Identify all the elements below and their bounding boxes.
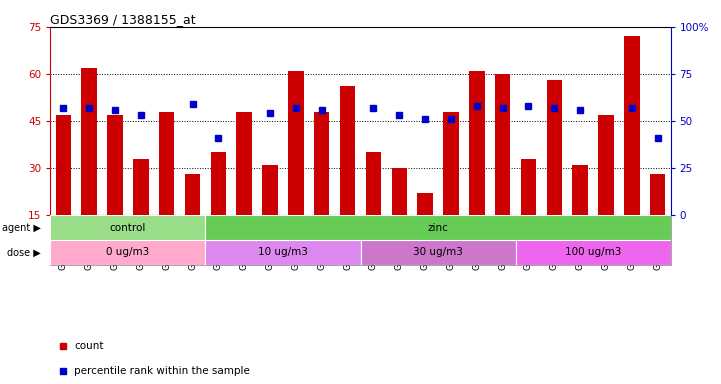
Bar bbox=[547, 80, 562, 215]
Bar bbox=[598, 115, 614, 215]
Bar bbox=[133, 159, 149, 215]
Bar bbox=[205, 240, 360, 265]
Bar bbox=[107, 115, 123, 215]
Text: zinc: zinc bbox=[428, 222, 448, 233]
Text: agent ▶: agent ▶ bbox=[2, 222, 41, 233]
Bar bbox=[56, 115, 71, 215]
Bar bbox=[236, 112, 252, 215]
Bar bbox=[360, 240, 516, 265]
Bar bbox=[516, 240, 671, 265]
Text: 0 ug/m3: 0 ug/m3 bbox=[107, 247, 149, 258]
Text: percentile rank within the sample: percentile rank within the sample bbox=[74, 366, 250, 376]
Bar bbox=[650, 174, 665, 215]
Bar bbox=[205, 215, 671, 240]
Bar bbox=[624, 36, 640, 215]
Bar bbox=[521, 159, 536, 215]
Bar bbox=[50, 240, 205, 265]
Text: GDS3369 / 1388155_at: GDS3369 / 1388155_at bbox=[50, 13, 196, 26]
Bar bbox=[495, 74, 510, 215]
Bar bbox=[211, 152, 226, 215]
Text: count: count bbox=[74, 341, 104, 351]
Bar bbox=[392, 168, 407, 215]
Text: dose ▶: dose ▶ bbox=[7, 247, 41, 258]
Bar bbox=[81, 68, 97, 215]
Text: 30 ug/m3: 30 ug/m3 bbox=[413, 247, 463, 258]
Text: control: control bbox=[110, 222, 146, 233]
Bar bbox=[50, 215, 205, 240]
Bar bbox=[572, 165, 588, 215]
Bar bbox=[314, 112, 329, 215]
Bar bbox=[159, 112, 174, 215]
Text: 10 ug/m3: 10 ug/m3 bbox=[258, 247, 308, 258]
Text: 100 ug/m3: 100 ug/m3 bbox=[565, 247, 622, 258]
Bar bbox=[443, 112, 459, 215]
Bar bbox=[340, 86, 355, 215]
Bar bbox=[417, 193, 433, 215]
Bar bbox=[185, 174, 200, 215]
Bar bbox=[262, 165, 278, 215]
Bar bbox=[366, 152, 381, 215]
Bar bbox=[469, 71, 485, 215]
Bar bbox=[288, 71, 304, 215]
